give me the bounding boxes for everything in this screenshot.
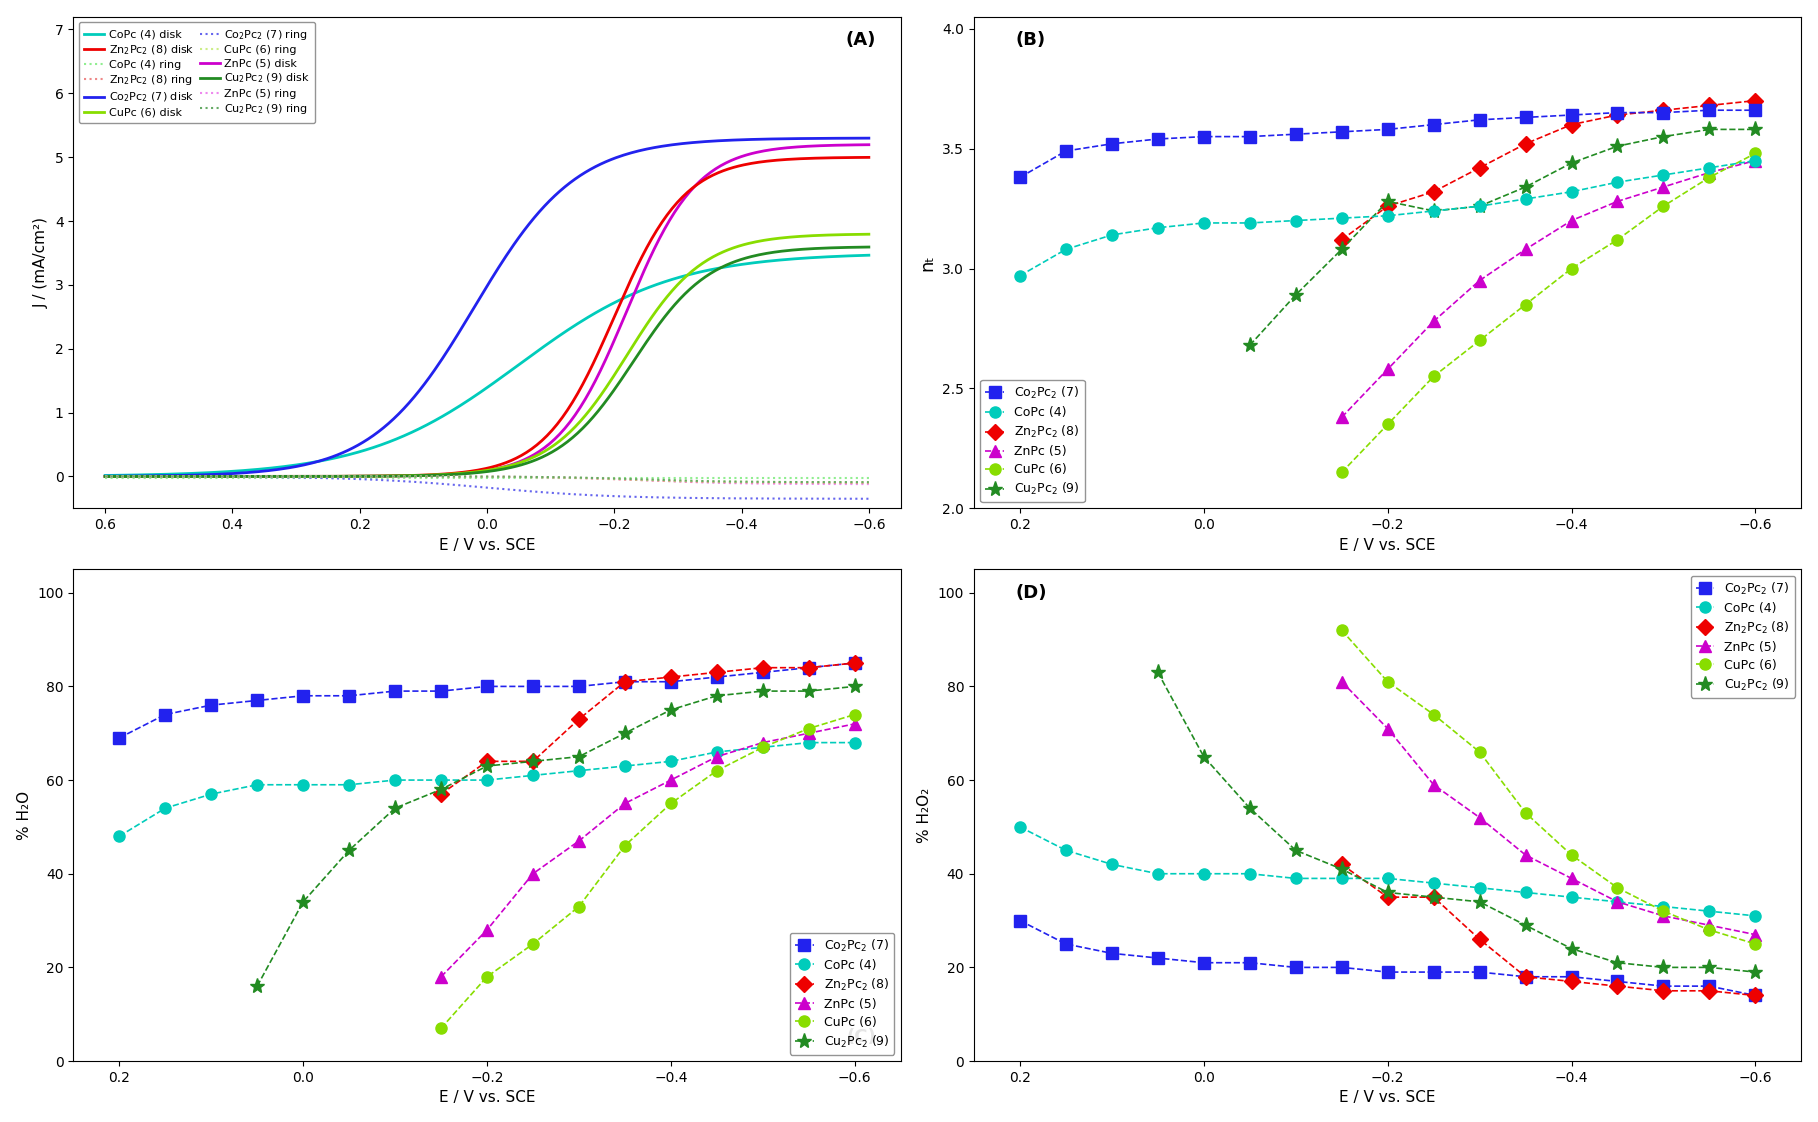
Legend: Co$_2$Pc$_2$ (7), CoPc (4), Zn$_2$Pc$_2$ (8), ZnPc (5), CuPc (6), Cu$_2$Pc$_2$ (: Co$_2$Pc$_2$ (7), CoPc (4), Zn$_2$Pc$_2$… bbox=[1691, 576, 1794, 698]
Text: (D): (D) bbox=[1016, 585, 1047, 603]
Text: (A): (A) bbox=[845, 31, 876, 49]
Text: (C): (C) bbox=[845, 1028, 876, 1047]
Legend: CoPc (4) disk, Zn$_2$Pc$_2$ (8) disk, CoPc (4) ring, Zn$_2$Pc$_2$ (8) ring, Co$_: CoPc (4) disk, Zn$_2$Pc$_2$ (8) disk, Co… bbox=[78, 22, 316, 123]
Legend: Co$_2$Pc$_2$ (7), CoPc (4), Zn$_2$Pc$_2$ (8), ZnPc (5), CuPc (6), Cu$_2$Pc$_2$ (: Co$_2$Pc$_2$ (7), CoPc (4), Zn$_2$Pc$_2$… bbox=[980, 380, 1085, 503]
Y-axis label: nₜ: nₜ bbox=[918, 255, 936, 270]
Y-axis label: J / (mA/cm²): J / (mA/cm²) bbox=[35, 217, 49, 309]
X-axis label: E / V vs. SCE: E / V vs. SCE bbox=[1340, 537, 1436, 553]
Y-axis label: % H₂O₂: % H₂O₂ bbox=[918, 788, 933, 843]
Text: (B): (B) bbox=[1016, 31, 1045, 49]
X-axis label: E / V vs. SCE: E / V vs. SCE bbox=[438, 1091, 534, 1105]
X-axis label: E / V vs. SCE: E / V vs. SCE bbox=[1340, 1091, 1436, 1105]
Legend: Co$_2$Pc$_2$ (7), CoPc (4), Zn$_2$Pc$_2$ (8), ZnPc (5), CuPc (6), Cu$_2$Pc$_2$ (: Co$_2$Pc$_2$ (7), CoPc (4), Zn$_2$Pc$_2$… bbox=[789, 932, 894, 1055]
X-axis label: E / V vs. SCE: E / V vs. SCE bbox=[438, 537, 534, 553]
Y-axis label: % H₂O: % H₂O bbox=[16, 791, 31, 839]
